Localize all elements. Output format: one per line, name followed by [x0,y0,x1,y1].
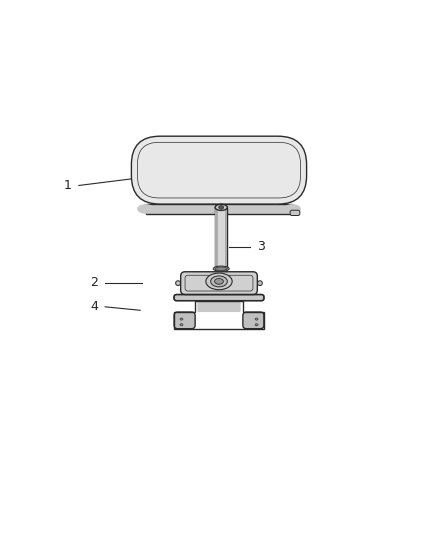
FancyBboxPatch shape [243,312,264,329]
Ellipse shape [180,324,183,326]
FancyBboxPatch shape [174,312,195,329]
Ellipse shape [213,266,229,271]
Ellipse shape [215,279,223,284]
FancyBboxPatch shape [290,210,300,215]
Ellipse shape [176,281,180,286]
FancyBboxPatch shape [197,301,240,312]
FancyBboxPatch shape [180,272,257,295]
Ellipse shape [258,281,262,286]
Ellipse shape [219,206,224,209]
Ellipse shape [215,267,227,270]
Ellipse shape [255,324,258,326]
FancyBboxPatch shape [174,295,264,301]
Ellipse shape [255,318,258,320]
Text: 2: 2 [90,276,98,289]
Ellipse shape [180,318,183,320]
Ellipse shape [211,276,227,287]
Ellipse shape [284,204,301,214]
Text: 3: 3 [257,240,265,253]
Polygon shape [225,207,227,269]
Ellipse shape [215,204,227,211]
Text: 4: 4 [90,300,98,313]
Ellipse shape [206,273,232,290]
Polygon shape [145,204,293,214]
Ellipse shape [137,204,154,214]
FancyBboxPatch shape [131,136,307,204]
Polygon shape [215,207,218,269]
Text: 1: 1 [64,179,72,192]
Polygon shape [215,207,227,269]
